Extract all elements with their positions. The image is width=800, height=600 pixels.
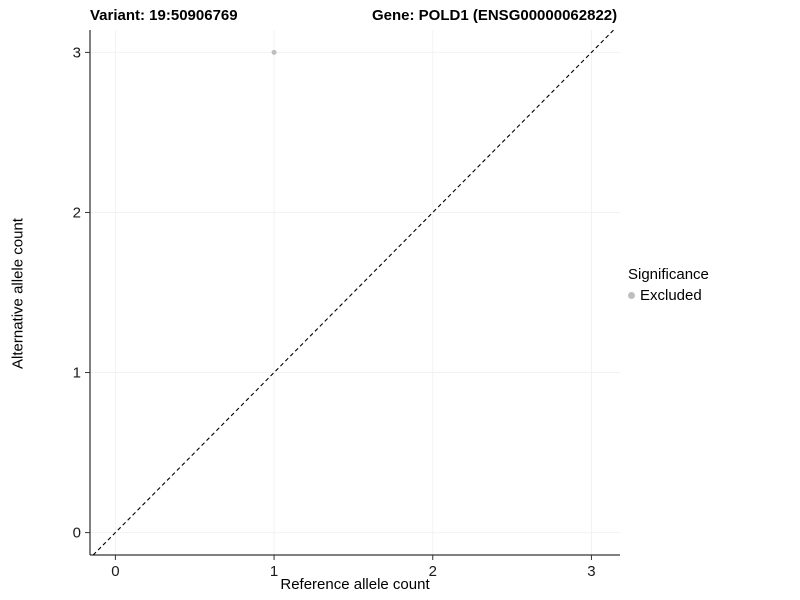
legend-title: Significance (628, 266, 709, 283)
legend-item-label: Excluded (640, 287, 702, 304)
x-axis-label: Reference allele count (280, 576, 430, 593)
x-tick-label: 0 (111, 563, 119, 580)
x-tick-label: 1 (270, 563, 278, 580)
y-axis-label: Alternative allele count (9, 218, 27, 369)
plot-title-gene: Gene: POLD1 (ENSG00000062822) (372, 7, 618, 24)
data-point (271, 49, 277, 55)
identity-line (92, 29, 615, 556)
y-tick-label: 3 (73, 44, 81, 61)
legend: Significance Excluded (628, 266, 709, 304)
legend-item-excluded: Excluded (628, 287, 709, 304)
y-tick-label: 2 (73, 204, 81, 221)
x-tick-label: 3 (587, 563, 595, 580)
legend-point-icon (628, 292, 635, 299)
x-tick-label: 2 (429, 563, 437, 580)
y-tick-label: 0 (73, 525, 81, 542)
y-tick-label: 1 (73, 365, 81, 382)
plot-title-variant: Variant: 19:50906769 (90, 7, 238, 24)
